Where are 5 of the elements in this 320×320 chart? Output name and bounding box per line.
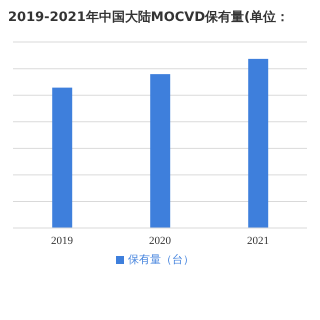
chart-title: 2019-2021年中国大陆MOCVD保有量(单位： [8, 9, 290, 26]
legend-label: 保有量（台） [128, 253, 194, 266]
x-tick-label: 2020 [149, 234, 172, 247]
x-tick-label: 2021 [247, 234, 269, 247]
x-tick-label: 2019 [51, 234, 74, 247]
